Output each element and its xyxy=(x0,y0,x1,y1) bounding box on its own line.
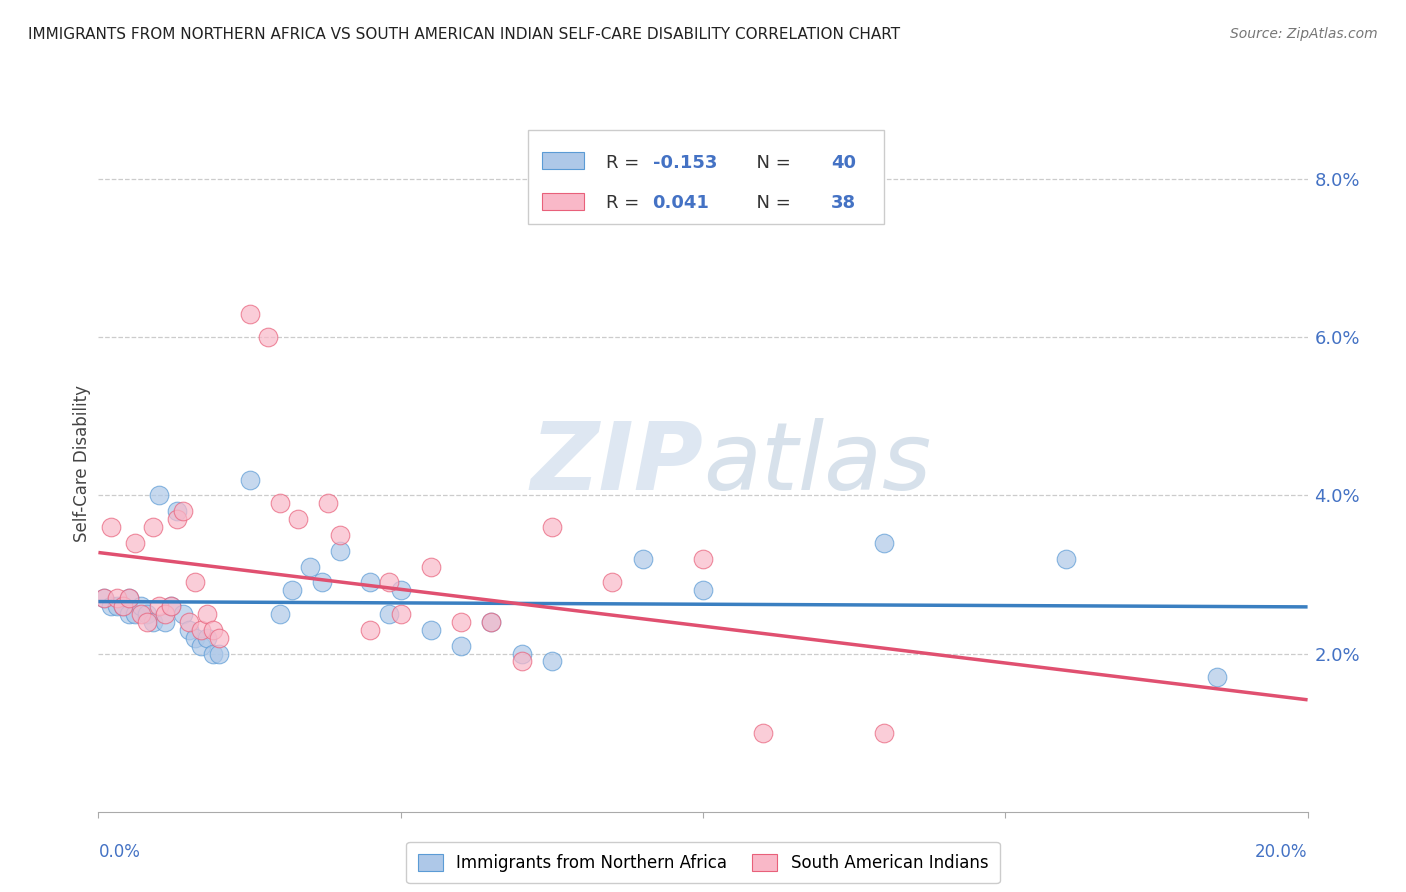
Point xyxy=(160,599,183,614)
Point xyxy=(329,543,352,558)
Point xyxy=(93,591,115,606)
Text: Source: ZipAtlas.com: Source: ZipAtlas.com xyxy=(1230,27,1378,41)
Point xyxy=(179,623,201,637)
Point xyxy=(602,575,624,590)
Text: 0.0%: 0.0% xyxy=(98,843,141,861)
Point xyxy=(195,631,218,645)
Point xyxy=(118,591,141,606)
Point xyxy=(202,647,225,661)
Point xyxy=(316,496,339,510)
Point xyxy=(124,607,146,621)
Point xyxy=(389,607,412,621)
Point xyxy=(450,639,472,653)
Point xyxy=(190,639,212,653)
Text: atlas: atlas xyxy=(703,418,931,509)
Point xyxy=(148,488,170,502)
Point xyxy=(142,520,165,534)
Point xyxy=(239,307,262,321)
Point xyxy=(148,599,170,614)
Point xyxy=(111,599,134,614)
Point xyxy=(129,599,152,614)
Point xyxy=(873,725,896,739)
Point xyxy=(377,575,399,590)
Point xyxy=(420,559,443,574)
Point xyxy=(420,623,443,637)
Point xyxy=(111,599,134,614)
Text: IMMIGRANTS FROM NORTHERN AFRICA VS SOUTH AMERICAN INDIAN SELF-CARE DISABILITY CO: IMMIGRANTS FROM NORTHERN AFRICA VS SOUTH… xyxy=(28,27,900,42)
Point xyxy=(510,647,533,661)
Point xyxy=(153,615,176,629)
Point xyxy=(166,512,188,526)
Point xyxy=(195,607,218,621)
Point xyxy=(105,591,128,606)
Point xyxy=(360,575,382,590)
Point xyxy=(179,615,201,629)
Legend: Immigrants from Northern Africa, South American Indians: Immigrants from Northern Africa, South A… xyxy=(406,842,1000,883)
Point xyxy=(93,591,115,606)
Point xyxy=(202,623,225,637)
Point xyxy=(540,655,562,669)
Point xyxy=(256,330,278,344)
Point xyxy=(389,583,412,598)
Point xyxy=(172,607,194,621)
Point xyxy=(184,631,207,645)
Point xyxy=(377,607,399,621)
Point xyxy=(287,512,309,526)
Point xyxy=(481,615,503,629)
Point xyxy=(142,615,165,629)
Point xyxy=(208,647,231,661)
Point xyxy=(190,623,212,637)
Point xyxy=(172,504,194,518)
Point xyxy=(692,551,714,566)
Point xyxy=(692,583,714,598)
Point xyxy=(100,520,122,534)
Point xyxy=(873,536,896,550)
Point xyxy=(153,607,176,621)
Point xyxy=(105,599,128,614)
Point xyxy=(1206,670,1229,684)
Point xyxy=(752,725,775,739)
Point xyxy=(481,615,503,629)
Point xyxy=(135,607,157,621)
Point xyxy=(281,583,304,598)
Point xyxy=(135,615,157,629)
Point xyxy=(184,575,207,590)
Point xyxy=(510,655,533,669)
Point xyxy=(239,473,262,487)
Point xyxy=(160,599,183,614)
Point xyxy=(299,559,322,574)
Point xyxy=(360,623,382,637)
Point xyxy=(329,528,352,542)
Point xyxy=(129,607,152,621)
Point xyxy=(450,615,472,629)
Point xyxy=(166,504,188,518)
Point xyxy=(1054,551,1077,566)
Point xyxy=(124,536,146,550)
Point xyxy=(269,496,291,510)
Text: 20.0%: 20.0% xyxy=(1256,843,1308,861)
Point xyxy=(631,551,654,566)
Text: ZIP: ZIP xyxy=(530,417,703,510)
Y-axis label: Self-Care Disability: Self-Care Disability xyxy=(73,385,91,542)
Point xyxy=(208,631,231,645)
Point xyxy=(100,599,122,614)
Point xyxy=(269,607,291,621)
Point xyxy=(118,607,141,621)
Point xyxy=(311,575,333,590)
Point xyxy=(118,591,141,606)
Point xyxy=(540,520,562,534)
